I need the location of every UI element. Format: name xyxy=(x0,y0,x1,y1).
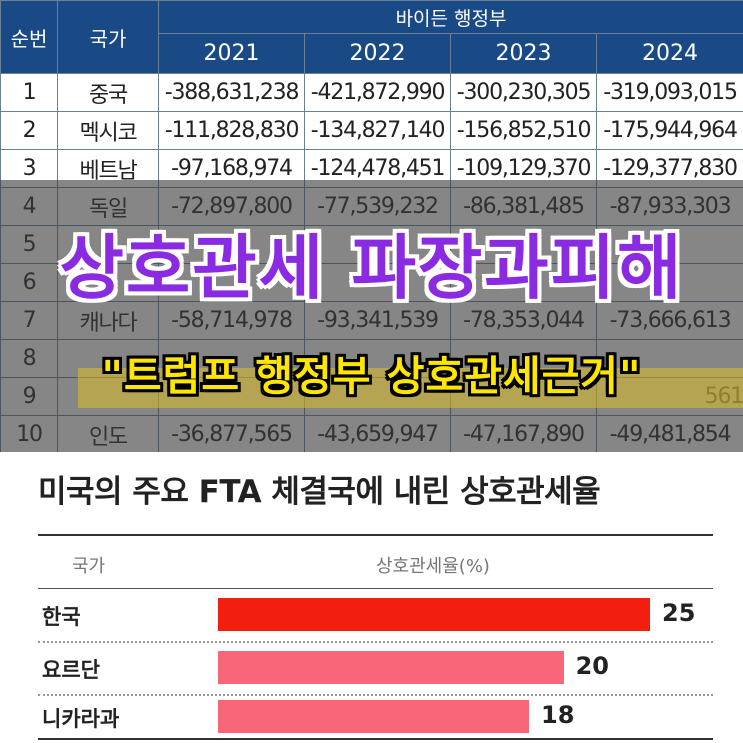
year-header: 2021 xyxy=(158,33,305,74)
bar-category-label: 한국 xyxy=(42,605,81,629)
chart-bottom-rule xyxy=(38,738,713,740)
header-top-rule xyxy=(38,534,713,536)
bar xyxy=(218,651,564,684)
value-cell: -111,828,830 xyxy=(158,111,305,150)
chart-title: 미국의 주요 FTA 체결국에 내린 상호관세율 xyxy=(38,474,601,510)
korea-row-highlight xyxy=(78,368,743,408)
rank-cell: 1 xyxy=(0,73,58,112)
country-header: 국가 xyxy=(57,0,159,74)
bar-category-label: 요르단 xyxy=(42,658,100,682)
value-cell: -300,230,305 xyxy=(450,73,597,112)
value-cell: -134,827,140 xyxy=(304,111,451,150)
value-cell: -319,093,015 xyxy=(595,73,743,112)
year-header: 2022 xyxy=(304,33,451,74)
rank-cell: 2 xyxy=(0,111,58,150)
overlay-subtitle: "트럼프 행정부 상호관세근거" xyxy=(101,352,642,400)
row-divider xyxy=(38,694,713,696)
value-cell: -175,944,964 xyxy=(595,111,743,150)
table-row: 2 멕시코 -111,828,830 -134,827,140 -156,852,510… xyxy=(0,111,743,150)
value-cell: -388,631,238 xyxy=(158,73,305,112)
rank-header: 순번 xyxy=(0,0,58,74)
table-row: 1 중국 -388,631,238 -421,872,990 -300,230,305-… xyxy=(0,73,743,112)
bar-value-label: 18 xyxy=(541,701,575,729)
bar-value-label: 25 xyxy=(662,599,696,627)
header-bottom-rule xyxy=(38,588,713,589)
chart-header-country: 국가 xyxy=(72,556,106,577)
bar xyxy=(218,598,650,631)
year-header: 2024 xyxy=(595,33,743,74)
bar xyxy=(218,700,530,733)
country-cell: 중국 xyxy=(57,73,159,112)
year-header-row: 2021 2022 2023 2024 xyxy=(1,33,743,74)
country-cell: 멕시코 xyxy=(57,111,159,150)
trade-deficit-table-panel: 순번 국가 바이든 행정부 2021 2022 2023 2024 1 중국 -388,6… xyxy=(0,0,743,452)
bar-value-label: 20 xyxy=(575,652,609,680)
value-cell: -421,872,990 xyxy=(304,73,451,112)
tariff-rate-chart: 미국의 주요 FTA 체결국에 내린 상호관세율 국가 상호관세율(%) 한국 2… xyxy=(0,452,743,743)
year-header: 2023 xyxy=(450,33,597,74)
row-divider xyxy=(38,641,713,643)
overlay-title: 상호관세 파장과피해 xyxy=(59,227,684,309)
bar-category-label: 니카라과 xyxy=(42,707,120,731)
chart-header-rate: 상호관세율(%) xyxy=(376,556,490,577)
value-cell: -156,852,510 xyxy=(450,111,597,150)
administration-header: 바이든 행정부 xyxy=(157,0,743,35)
